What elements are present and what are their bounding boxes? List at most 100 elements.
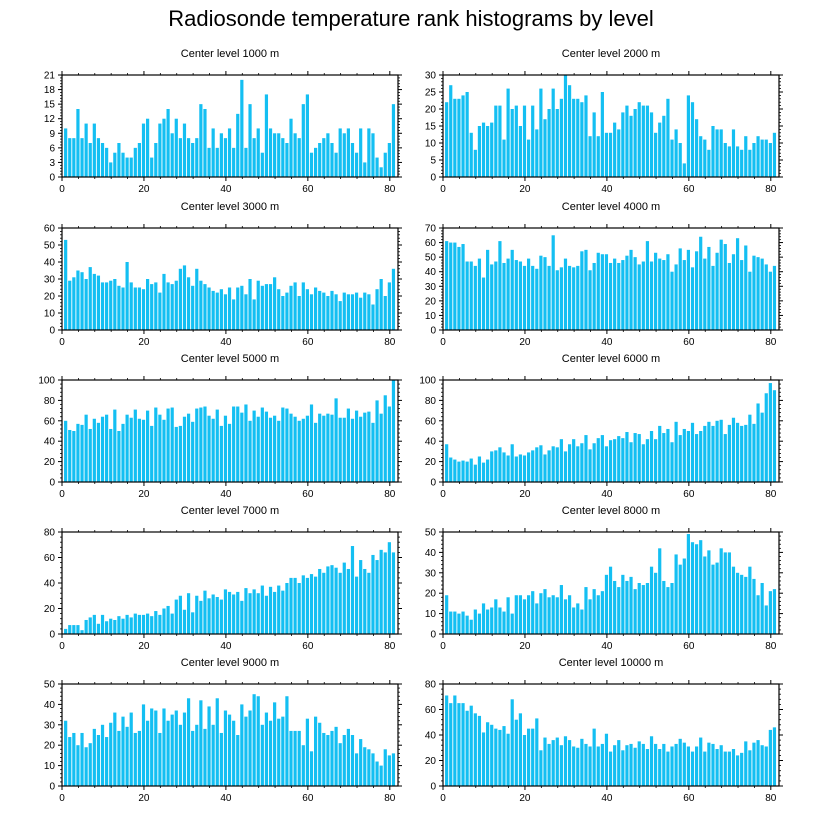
histogram-bar <box>772 589 777 634</box>
histogram-bar <box>391 268 396 330</box>
histogram-bar <box>752 578 756 634</box>
histogram-bar <box>465 615 469 634</box>
histogram-bar <box>494 728 498 787</box>
histogram-bar <box>109 618 113 634</box>
histogram-bar <box>567 265 572 330</box>
histogram-bar <box>502 139 506 177</box>
histogram-bar <box>633 433 637 482</box>
histogram-bar <box>654 743 658 786</box>
histogram-bar <box>240 704 244 786</box>
y-tick-label: 0 <box>430 782 436 793</box>
histogram-bar <box>88 617 92 634</box>
histogram-bar <box>498 607 502 634</box>
histogram-bar <box>715 749 719 786</box>
histogram-bar <box>68 280 72 330</box>
histogram-bar <box>621 438 625 482</box>
histogram-bar <box>477 126 482 177</box>
panel-title: Center level 6000 m <box>562 353 660 365</box>
histogram-bar <box>584 249 588 330</box>
histogram-bar <box>555 737 559 786</box>
histogram-bar <box>625 255 629 330</box>
x-tick-label: 0 <box>59 489 65 500</box>
histogram-bar <box>731 417 736 482</box>
histogram-bar <box>772 132 777 177</box>
histogram-bar <box>211 724 215 786</box>
histogram-bar <box>473 265 477 330</box>
histogram-bar <box>453 98 457 177</box>
histogram-bar <box>654 572 658 634</box>
histogram-bar <box>203 728 207 786</box>
histogram-bar <box>580 251 584 330</box>
x-tick-label: 40 <box>601 489 613 500</box>
histogram-bar <box>330 414 334 482</box>
histogram-bar <box>68 737 72 786</box>
panel-title: Center level 2000 m <box>562 48 660 60</box>
y-tick-label: 0 <box>49 630 55 641</box>
histogram-bar <box>711 265 715 330</box>
histogram-bar <box>342 417 346 482</box>
histogram-bar <box>182 416 187 482</box>
histogram-bar <box>186 413 191 482</box>
plot-frame <box>442 227 780 331</box>
histogram-bar <box>703 751 707 786</box>
histogram-bar <box>445 695 449 786</box>
histogram-bar <box>158 732 162 786</box>
histogram-bar <box>166 109 170 177</box>
histogram-panel-6: Center level 6000 m 0 20 40 60 80 100 0 20 40 60 80 <box>419 353 783 500</box>
histogram-bar <box>518 454 522 482</box>
histogram-bar <box>383 749 387 786</box>
histogram-bar <box>768 271 772 330</box>
histogram-bar <box>314 716 318 786</box>
histogram-bar <box>350 735 355 786</box>
histogram-bar <box>277 133 281 177</box>
y-tick-label: 0 <box>49 782 55 793</box>
histogram-bar <box>96 138 101 177</box>
histogram-bar <box>723 751 727 786</box>
histogram-bar <box>531 105 535 177</box>
histogram-bar <box>318 568 322 634</box>
histogram-bar <box>637 102 641 177</box>
histogram-bar <box>346 294 350 330</box>
histogram-bar <box>133 147 137 177</box>
histogram-bar <box>64 628 68 634</box>
y-tick-label: 60 <box>44 416 56 427</box>
histogram-bar <box>547 109 551 177</box>
histogram-bar <box>100 724 105 786</box>
histogram-bar <box>297 420 301 482</box>
histogram-bar <box>207 598 211 634</box>
y-tick-label: 50 <box>44 680 56 691</box>
histogram-bar <box>236 591 240 634</box>
histogram-bar <box>481 122 486 177</box>
y-tick-label: 10 <box>44 309 56 320</box>
x-tick-label: 40 <box>601 641 613 652</box>
histogram-bar <box>281 296 285 330</box>
histogram-bar <box>125 726 129 786</box>
histogram-bar <box>113 152 117 177</box>
x-tick-label: 80 <box>384 793 396 804</box>
histogram-bar <box>666 254 670 330</box>
histogram-bar <box>756 740 760 786</box>
x-tick-label: 60 <box>683 184 695 195</box>
histogram-bar <box>563 599 568 634</box>
histogram-bar <box>109 162 113 177</box>
histogram-bar <box>715 420 719 482</box>
histogram-bar <box>121 618 125 634</box>
y-tick-label: 10 <box>425 139 437 150</box>
histogram-bar <box>658 425 662 482</box>
histogram-bar <box>514 595 518 634</box>
histogram-bar <box>137 287 141 330</box>
histogram-bar <box>604 446 609 482</box>
histogram-bar <box>154 710 158 786</box>
histogram-bar <box>375 761 379 786</box>
histogram-bar <box>150 284 154 330</box>
x-tick-label: 80 <box>765 337 777 348</box>
histogram-bar <box>371 422 375 482</box>
histogram-bar <box>215 698 219 786</box>
histogram-bar <box>666 587 670 634</box>
histogram-bar <box>342 292 346 330</box>
histogram-bar <box>682 163 686 177</box>
histogram-bar <box>477 456 482 482</box>
histogram-bar <box>510 109 514 177</box>
histogram-bar <box>740 425 744 482</box>
histogram-bar <box>227 714 232 786</box>
